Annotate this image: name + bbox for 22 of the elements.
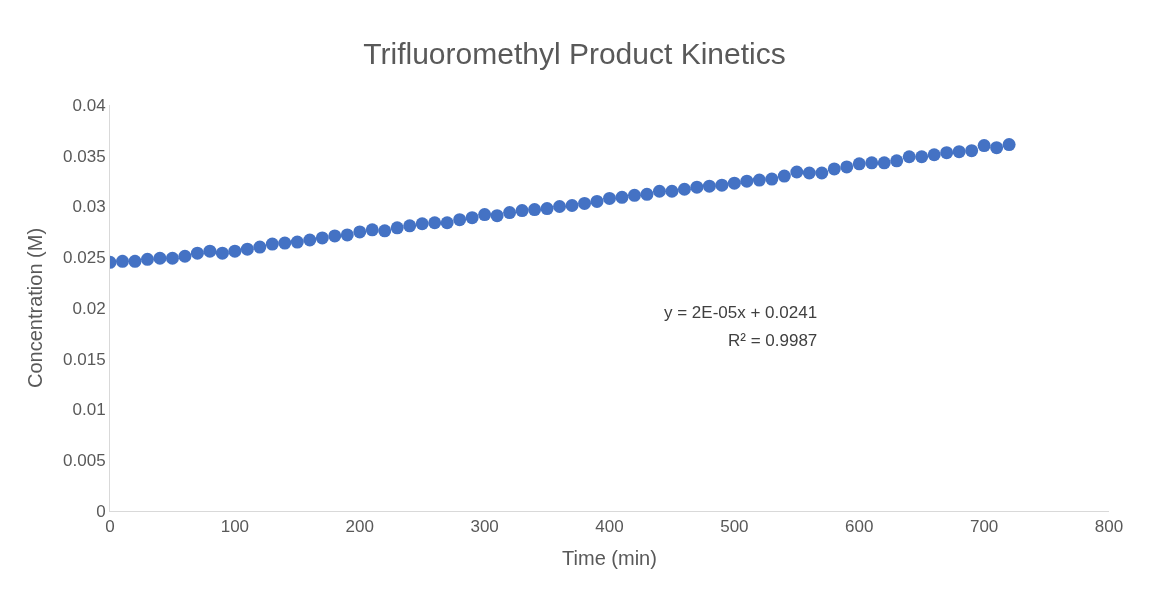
x-tick-label: 200 xyxy=(345,517,374,537)
x-tick-label: 500 xyxy=(720,517,749,537)
x-tick-label: 700 xyxy=(969,517,999,537)
y-tick-label: 0.02 xyxy=(72,298,106,318)
y-tick-label: 0.015 xyxy=(63,349,106,369)
x-tick-label: 100 xyxy=(220,517,250,537)
x-axis-title: Time (min) xyxy=(562,546,657,569)
y-axis-title: Concentration (M) xyxy=(23,227,46,389)
x-tick-label: 600 xyxy=(845,517,874,537)
x-tick-label: 300 xyxy=(470,517,499,537)
y-tick-label: 0.04 xyxy=(72,95,106,115)
y-tick-label: 0.025 xyxy=(63,248,106,268)
y-tick-label: 0 xyxy=(96,501,106,521)
chart-title: Trifluoromethyl Product Kinetics xyxy=(363,37,786,71)
y-tick-label: 0.01 xyxy=(72,400,106,420)
annotation: R² = 0.9987 xyxy=(728,331,818,350)
annotation: y = 2E-05x + 0.0241 xyxy=(664,303,818,322)
x-tick-label: 400 xyxy=(595,517,624,537)
y-tick-label: 0.035 xyxy=(63,146,106,166)
y-tick-label: 0.03 xyxy=(72,197,106,217)
x-tick-label: 800 xyxy=(1094,517,1124,537)
y-tick-label: 0.005 xyxy=(63,451,106,471)
